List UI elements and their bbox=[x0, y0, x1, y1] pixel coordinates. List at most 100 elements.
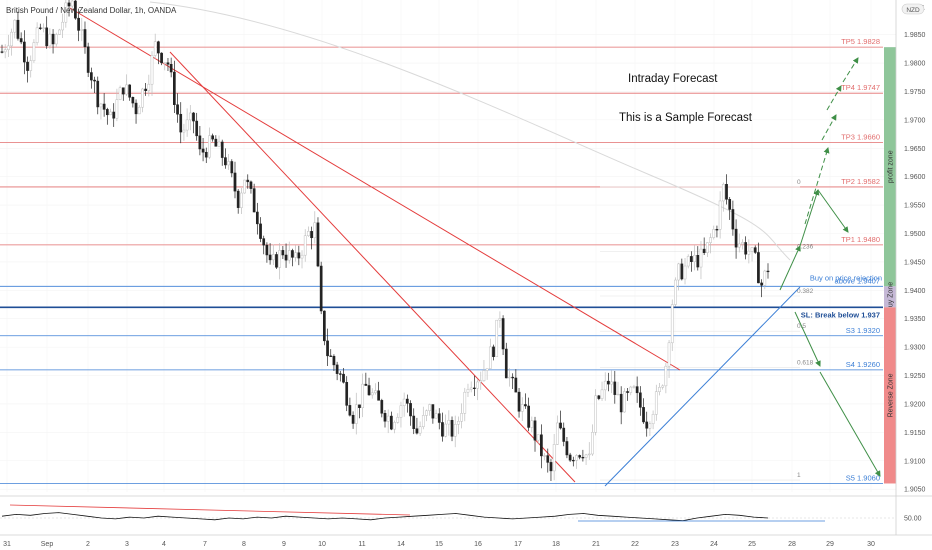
candle-body bbox=[479, 380, 483, 383]
candle-body bbox=[70, 0, 74, 7]
candle-body bbox=[208, 135, 211, 158]
candle-body bbox=[731, 209, 735, 230]
candle-body bbox=[198, 135, 202, 150]
candle-body bbox=[524, 404, 527, 407]
candle-body bbox=[374, 390, 377, 394]
forecast-arrow bbox=[799, 189, 820, 247]
candle-body bbox=[90, 72, 93, 81]
candle-body bbox=[255, 211, 259, 225]
candle-body bbox=[600, 389, 604, 399]
candle-body bbox=[536, 434, 540, 441]
candle-body bbox=[182, 129, 186, 133]
candle-body bbox=[246, 179, 250, 183]
candle-body bbox=[83, 29, 87, 48]
candle-body bbox=[281, 250, 285, 256]
chart-grid bbox=[0, 34, 896, 490]
candle-body bbox=[35, 27, 39, 43]
candle-body bbox=[163, 62, 167, 64]
level-label: TP5 1.9828 bbox=[841, 37, 880, 46]
x-tick-label: 29 bbox=[826, 541, 834, 548]
candle-body bbox=[485, 368, 489, 371]
forecast-arrow bbox=[826, 85, 842, 111]
candle-body bbox=[214, 138, 218, 147]
candle-body bbox=[556, 422, 559, 445]
candle-body bbox=[176, 104, 179, 115]
x-tick-label: 22 bbox=[631, 541, 639, 548]
candle-body bbox=[511, 376, 515, 379]
x-tick-label: 31 bbox=[3, 541, 11, 548]
candle-body bbox=[466, 389, 470, 393]
x-tick-label: 10 bbox=[318, 541, 326, 548]
candle-body bbox=[118, 87, 122, 100]
candle-body bbox=[125, 84, 128, 95]
candle-body bbox=[715, 229, 719, 231]
candle-body bbox=[562, 427, 566, 442]
level-label: SL: Break below 1.937 bbox=[801, 310, 880, 319]
y-tick-label: 1.9400 bbox=[904, 288, 926, 295]
candle-body bbox=[706, 242, 709, 253]
candle-body bbox=[441, 422, 444, 437]
fib-label: 0.618 bbox=[797, 360, 814, 367]
x-tick-label: 17 bbox=[514, 541, 522, 548]
candle-body bbox=[760, 282, 763, 286]
y-tick-label: 1.9650 bbox=[904, 146, 926, 153]
y-tick-label: 1.9800 bbox=[904, 61, 926, 68]
candle-body bbox=[766, 270, 770, 273]
y-tick-label: 1.9350 bbox=[904, 316, 926, 323]
level-label: TP2 1.9582 bbox=[841, 177, 880, 186]
candle-body bbox=[654, 391, 658, 415]
x-tick-label: 9 bbox=[282, 541, 286, 548]
x-tick-label: 28 bbox=[788, 541, 796, 548]
zone-band bbox=[884, 307, 896, 484]
currency-badge-label: NZD bbox=[906, 7, 920, 14]
candle-body bbox=[747, 250, 751, 255]
candle-body bbox=[329, 355, 333, 357]
candle-body bbox=[393, 422, 396, 430]
candle-body bbox=[275, 254, 278, 268]
candle-body bbox=[594, 395, 597, 433]
trade-zones: profit zone Buy Zone Reverse Zone bbox=[884, 47, 896, 484]
symbol-title: British Pound / New Zealand Dollar, 1h, … bbox=[6, 6, 177, 15]
candle-body bbox=[587, 453, 591, 456]
zone-band bbox=[884, 47, 896, 287]
candle-body bbox=[137, 106, 141, 115]
candle-body bbox=[517, 391, 521, 412]
forecast-subtitle: This is a Sample Forecast bbox=[619, 112, 753, 124]
candle-body bbox=[737, 243, 741, 248]
candle-body bbox=[169, 64, 173, 73]
candle-body bbox=[469, 387, 473, 390]
price-levels: TP5 1.9828 TP4 1.9747 TP3 1.9660 TP2 1.9582… bbox=[0, 37, 883, 484]
candle-body bbox=[552, 444, 556, 472]
candle-body bbox=[632, 386, 636, 388]
candle-body bbox=[220, 141, 224, 158]
candle-body bbox=[696, 254, 700, 268]
candle-body bbox=[380, 400, 384, 414]
time-axis[interactable]: 31 Sep 2 3 4 7 8 9 10 11 14 15 16 17 18 21 22 23 24 25 28 29 3… bbox=[0, 534, 932, 548]
candle-body bbox=[405, 398, 409, 404]
price-axis[interactable]: 1.9850 1.9800 1.9750 1.9700 1.9650 1.9600 1.95… bbox=[895, 0, 932, 550]
candle-body bbox=[718, 200, 722, 230]
x-tick-label: 25 bbox=[748, 541, 756, 548]
candle-body bbox=[179, 113, 183, 133]
candle-body bbox=[54, 34, 58, 45]
candle-body bbox=[428, 404, 432, 412]
candle-body bbox=[284, 254, 288, 261]
candle-body bbox=[533, 420, 537, 441]
rsi-panel[interactable]: 50.00 bbox=[0, 495, 932, 523]
rsi-line bbox=[1, 512, 769, 522]
x-tick-label: 23 bbox=[671, 541, 679, 548]
currency-badge[interactable] bbox=[901, 3, 925, 15]
candle-body bbox=[638, 392, 642, 408]
candle-body bbox=[319, 265, 323, 312]
candle-body bbox=[591, 432, 594, 455]
forecast-arrow bbox=[779, 245, 801, 291]
candle-body bbox=[658, 387, 661, 392]
candle-body bbox=[431, 404, 435, 419]
candle-body bbox=[482, 370, 486, 381]
candle-body bbox=[702, 248, 706, 253]
forecast-arrow bbox=[842, 57, 859, 83]
candle-body bbox=[667, 342, 671, 367]
candle-body bbox=[252, 188, 256, 213]
rsi-level-label: 50.00 bbox=[904, 516, 922, 523]
